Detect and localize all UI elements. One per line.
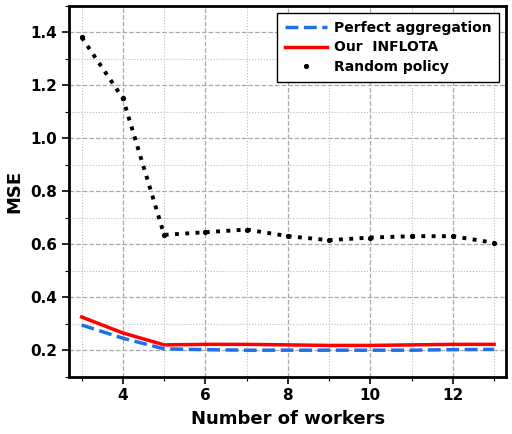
Perfect aggregation — [161, 346, 167, 352]
Random policy — [450, 233, 456, 239]
Random policy — [120, 96, 126, 101]
Random policy — [285, 233, 291, 239]
Our  INFLOTA — [244, 342, 250, 347]
Our  INFLOTA — [367, 343, 373, 348]
Line: Random policy: Random policy — [78, 33, 498, 247]
Random policy — [244, 227, 250, 232]
Our  INFLOTA — [409, 342, 415, 348]
Random policy — [491, 240, 497, 245]
Our  INFLOTA — [161, 342, 167, 348]
Legend: Perfect aggregation, Our  INFLOTA, Random policy: Perfect aggregation, Our INFLOTA, Random… — [276, 13, 500, 82]
Our  INFLOTA — [120, 330, 126, 335]
Perfect aggregation — [326, 348, 332, 353]
Random policy — [79, 35, 85, 40]
Our  INFLOTA — [326, 343, 332, 348]
Perfect aggregation — [491, 347, 497, 352]
Random policy — [409, 233, 415, 239]
Our  INFLOTA — [79, 315, 85, 320]
Perfect aggregation — [409, 348, 415, 353]
Random policy — [326, 237, 332, 243]
X-axis label: Number of workers: Number of workers — [191, 411, 385, 428]
Perfect aggregation — [244, 348, 250, 353]
Our  INFLOTA — [285, 342, 291, 348]
Y-axis label: MSE: MSE — [6, 170, 24, 213]
Random policy — [161, 232, 167, 237]
Perfect aggregation — [202, 347, 208, 352]
Random policy — [202, 230, 208, 235]
Our  INFLOTA — [491, 342, 497, 347]
Perfect aggregation — [79, 322, 85, 328]
Perfect aggregation — [120, 335, 126, 341]
Our  INFLOTA — [450, 342, 456, 347]
Our  INFLOTA — [202, 342, 208, 347]
Line: Perfect aggregation: Perfect aggregation — [82, 325, 494, 350]
Random policy — [367, 235, 373, 240]
Perfect aggregation — [450, 347, 456, 352]
Line: Our  INFLOTA: Our INFLOTA — [82, 317, 494, 345]
Perfect aggregation — [285, 348, 291, 353]
Perfect aggregation — [367, 348, 373, 353]
